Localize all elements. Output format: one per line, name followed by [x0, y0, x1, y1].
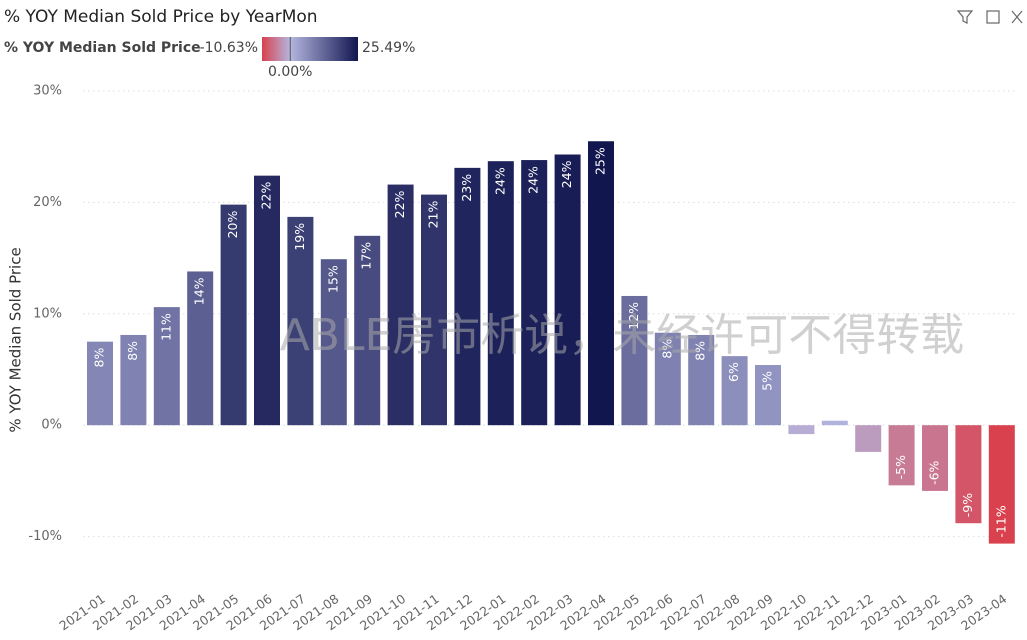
chart-title: % YOY Median Sold Price by YearMon [4, 7, 318, 27]
value-label: 24% [559, 160, 574, 188]
bar [153, 307, 180, 426]
bar [554, 154, 581, 426]
bar [220, 204, 247, 426]
bar [755, 365, 781, 426]
bar [487, 161, 514, 426]
value-label: 8% [693, 341, 708, 361]
value-label: 24% [526, 166, 541, 194]
bar [521, 160, 548, 426]
bar [621, 295, 648, 426]
value-label: 15% [325, 265, 340, 293]
legend-center: 0.00% [268, 64, 312, 80]
bar [120, 334, 147, 426]
value-label: 23% [459, 174, 474, 202]
watermark: ABLE房市析说，未经许可不得转载 [280, 310, 965, 361]
y-axis-title: % YOY Median Sold Price [7, 247, 25, 432]
value-label: -5% [893, 455, 908, 479]
value-label: -11% [993, 505, 1008, 537]
bar [454, 167, 481, 426]
legend-gradient [262, 37, 358, 61]
value-label: 6% [726, 362, 741, 382]
bar [387, 184, 414, 426]
value-label: 20% [225, 211, 240, 239]
bar [87, 341, 113, 426]
y-tick-label: -10% [28, 529, 62, 544]
legend-max: 25.49% [362, 40, 415, 56]
value-label: 8% [659, 339, 674, 359]
bar [888, 425, 915, 486]
bar [354, 235, 381, 426]
bar [855, 425, 882, 452]
bar [588, 141, 614, 426]
value-label: 22% [259, 182, 274, 210]
bar [988, 425, 1015, 544]
bar [788, 425, 815, 435]
value-label: 11% [158, 313, 173, 341]
bar [654, 332, 681, 426]
value-label: 17% [359, 242, 374, 270]
toolbar[interactable] [956, 10, 1023, 24]
bar [320, 259, 347, 426]
value-label: 22% [392, 190, 407, 218]
bar [187, 271, 214, 426]
value-label: 5% [760, 371, 775, 391]
value-label: 8% [125, 341, 140, 361]
legend-title: % YOY Median Sold Price [4, 40, 201, 56]
legend-min: -10.63% [200, 40, 258, 56]
bar [955, 425, 982, 524]
y-tick-label: 10% [33, 306, 62, 321]
bar [421, 194, 447, 426]
y-tick-label: 30% [33, 84, 62, 99]
value-label: 8% [92, 348, 107, 368]
y-tick-label: 20% [33, 195, 62, 210]
bar [287, 216, 314, 426]
bar [254, 175, 280, 426]
bar [721, 356, 748, 426]
bar [922, 425, 948, 491]
value-label: -9% [960, 493, 975, 517]
value-label: -6% [927, 460, 942, 484]
value-label: 25% [593, 147, 608, 175]
value-label: 21% [426, 200, 441, 228]
value-label: 24% [492, 167, 507, 195]
y-tick-label: 0% [41, 418, 62, 433]
bar [821, 420, 848, 426]
value-label: 19% [292, 223, 307, 251]
value-label: 14% [192, 277, 207, 305]
bar [688, 334, 715, 426]
value-label: 12% [626, 302, 641, 330]
